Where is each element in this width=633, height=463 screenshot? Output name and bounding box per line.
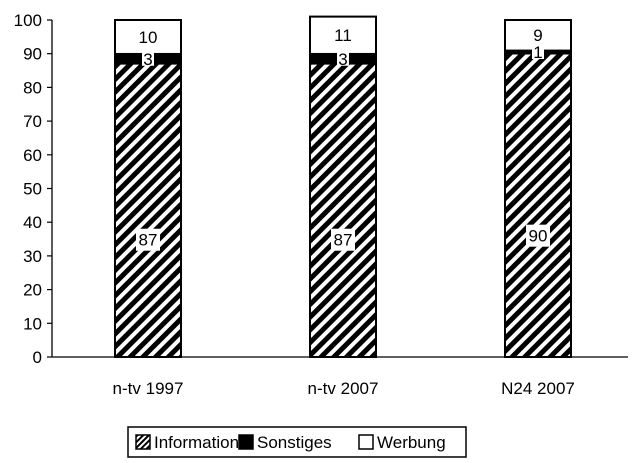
legend: Information Sonstiges Werbung [127,426,467,458]
y-tick-label: 100 [14,11,42,30]
legend-item-sonstiges: Sonstiges [238,433,332,452]
bar-outline-n24-2007 [504,19,572,358]
bar-information-n24-2007 [504,52,572,358]
legend-swatch-information [135,434,151,450]
data-label-bg [331,228,355,251]
data-label-werbung-n24-2007: 9 [533,26,542,45]
data-label-bg [136,228,160,251]
data-label-bg [532,45,544,60]
data-label-bg [526,224,550,247]
data-label-sonstiges-n-tv-1997: 3 [143,50,152,69]
legend-box [127,426,467,458]
y-tick-label: 70 [23,112,42,131]
axes: 0 10 20 30 40 50 60 70 80 90 100 n-tv 1997 n-tv 2007… [14,11,628,398]
bar-outline-n-tv-2007 [309,15,377,358]
category-label-n-tv-2007: n-tv 2007 [308,379,379,398]
y-tick-label: 90 [23,45,42,64]
bar-information-n-tv-1997 [114,63,182,358]
category-label-n24-2007: N24 2007 [501,379,575,398]
y-tick-label: 10 [23,314,42,333]
legend-label-sonstiges: Sonstiges [257,433,332,452]
data-label-sonstiges-n24-2007: 1 [533,43,542,62]
legend-swatch-sonstiges [238,434,254,450]
data-label-bg [142,51,154,66]
legend-item-werbung: Werbung [358,433,446,452]
legend-label-information: Information [154,433,239,452]
data-label-information-n-tv-1997: 87 [139,231,158,250]
data-label-sonstiges-n-tv-2007: 3 [338,50,347,69]
y-tick-label: 40 [23,213,42,232]
y-tick-label: 80 [23,78,42,97]
y-tick-label: 0 [33,348,42,367]
data-label-information-n-tv-2007: 87 [334,231,353,250]
legend-swatch-werbung [358,434,374,450]
data-labels: 87 3 10 87 3 11 90 19 [136,26,550,251]
y-tick-label: 60 [23,146,42,165]
y-tick-label: 30 [23,247,42,266]
bar-information-n-tv-2007 [309,63,377,358]
legend-item-information: Information [135,433,239,452]
data-label-werbung-n-tv-2007: 11 [334,26,352,45]
legend-label-werbung: Werbung [377,433,446,452]
data-label-bg [337,51,349,66]
y-tick-label: 50 [23,180,42,199]
y-tick-label: 20 [23,281,42,300]
data-label-werbung-n-tv-1997: 10 [139,28,158,47]
category-label-n-tv-1997: n-tv 1997 [113,379,184,398]
data-label-information-n24-2007: 90 [529,227,548,246]
bar-outline-n-tv-1997 [114,19,182,358]
